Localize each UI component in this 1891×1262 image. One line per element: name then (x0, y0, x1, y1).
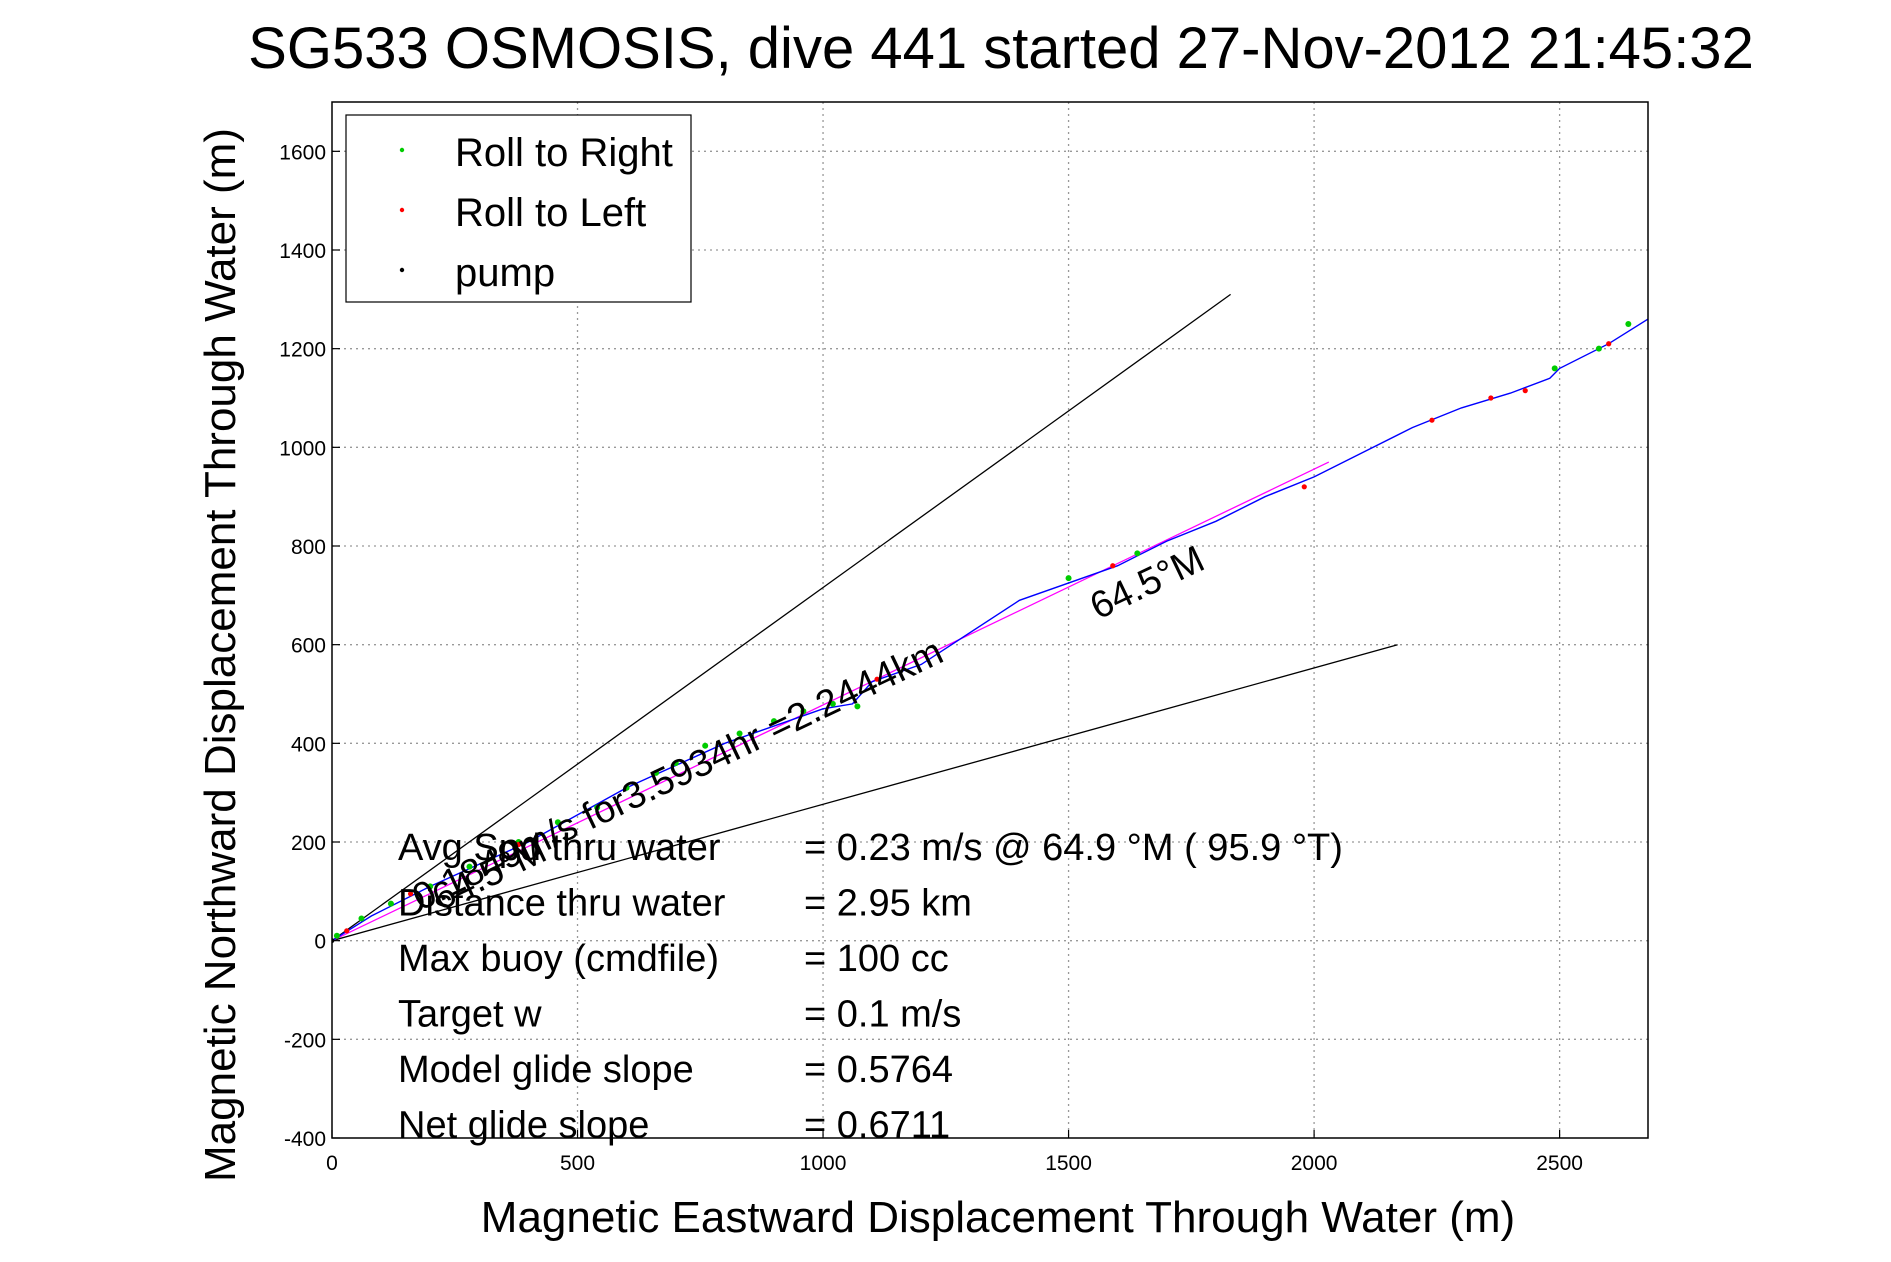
roll-right-point (427, 883, 434, 890)
y-axis-label: Magnetic Northward Displacement Through … (196, 128, 245, 1182)
x-tick-label: 2500 (1536, 1152, 1583, 1175)
roll-left-point (874, 676, 880, 682)
marker-layer (332, 321, 1632, 944)
tick-labels: 0 500 1000 1500 2000 2500 -400 -200 0 200 400 600 80… (279, 141, 1583, 1175)
roll-right-point (1065, 575, 1072, 582)
roll-left-point (344, 928, 350, 934)
y-tick-label: 600 (291, 635, 326, 658)
reference-line-upper (332, 293, 1231, 942)
reference-line-net (332, 461, 1330, 942)
roll-right-point (829, 700, 836, 707)
x-axis-label: Magnetic Eastward Displacement Through W… (481, 1193, 1515, 1242)
stat-label: Avg Spd thru water (398, 827, 721, 869)
roll-right-point (653, 769, 660, 776)
roll-right-point (672, 760, 679, 767)
legend: Roll to Right Roll to Left pump (345, 114, 692, 303)
roll-left-point (1606, 341, 1612, 347)
y-tick-label: -400 (284, 1128, 326, 1151)
roll-right-point (1134, 550, 1141, 557)
stat-label: Target w (398, 994, 542, 1036)
stat-value: = 0.6711 (804, 1105, 950, 1147)
stat-value: = 0.5764 (804, 1049, 953, 1091)
chart-title: SG533 OSMOSIS, dive 441 started 27-Nov-2… (248, 16, 1754, 81)
roll-right-point (1551, 365, 1558, 372)
axes-box (331, 101, 1649, 1139)
stat-value: = 0.23 m/s @ 64.9 °M ( 95.9 °T) (804, 827, 1343, 869)
legend-label: pump (455, 251, 555, 295)
legend-marker (399, 207, 405, 213)
stat-value: = 0.1 m/s (804, 994, 961, 1036)
stats-block: Avg Spd thru water = 0.23 m/s @ 64.9 °M (… (398, 827, 1343, 1147)
reference-line-lower (332, 644, 1398, 942)
roll-left-point (1522, 388, 1528, 394)
stat-value: = 2.95 km (804, 883, 972, 925)
roll-right-point (770, 718, 777, 725)
roll-right-point (333, 932, 340, 939)
track-line (332, 318, 1648, 942)
y-tick-label: 1000 (279, 437, 326, 460)
y-tick-label: 1200 (279, 339, 326, 362)
roll-right-point (1595, 345, 1602, 352)
roll-right-point (358, 915, 365, 922)
reference-lines (332, 293, 1398, 942)
roll-right-point (554, 819, 561, 826)
x-tick-label: 0 (326, 1152, 338, 1175)
y-tick-label: 1600 (279, 141, 326, 164)
y-tick-label: 400 (291, 733, 326, 756)
grid (332, 102, 1648, 1138)
legend-label: Roll to Right (455, 131, 673, 175)
stat-label: Model glide slope (398, 1049, 694, 1091)
y-tick-label: 800 (291, 536, 326, 559)
roll-right-point (702, 742, 709, 749)
roll-right-point (854, 703, 861, 710)
roll-right-point (623, 784, 630, 791)
roll-left-point (515, 841, 522, 848)
roll-right-point (594, 804, 601, 811)
x-tick-label: 500 (560, 1152, 595, 1175)
roll-right-point (800, 708, 807, 715)
legend-marker (399, 147, 405, 153)
stat-label: Net glide slope (398, 1105, 649, 1147)
roll-right-point (387, 900, 394, 907)
y-tick-label: -200 (284, 1029, 326, 1052)
legend-label: Roll to Left (455, 191, 646, 235)
roll-left-point (407, 891, 414, 897)
x-tick-label: 2000 (1291, 1152, 1338, 1175)
stat-value: = 100 cc (804, 938, 949, 980)
stat-label: Distance thru water (398, 883, 726, 925)
roll-right-point (1625, 321, 1632, 327)
track-layer (332, 318, 1648, 942)
roll-right-point (466, 863, 473, 870)
roll-left-point (1429, 417, 1435, 423)
y-tick-label: 200 (291, 832, 326, 855)
roll-left-point (1110, 563, 1116, 569)
x-tick-label: 1500 (1045, 1152, 1092, 1175)
roll-left-point (1301, 484, 1307, 490)
roll-right-point (736, 730, 743, 737)
y-tick-label: 0 (314, 931, 326, 954)
x-tick-label: 1000 (800, 1152, 847, 1175)
legend-marker (399, 267, 405, 273)
roll-left-point (1488, 395, 1494, 401)
y-tick-label: 1400 (279, 240, 326, 263)
stat-label: Max buoy (cmdfile) (398, 938, 719, 980)
